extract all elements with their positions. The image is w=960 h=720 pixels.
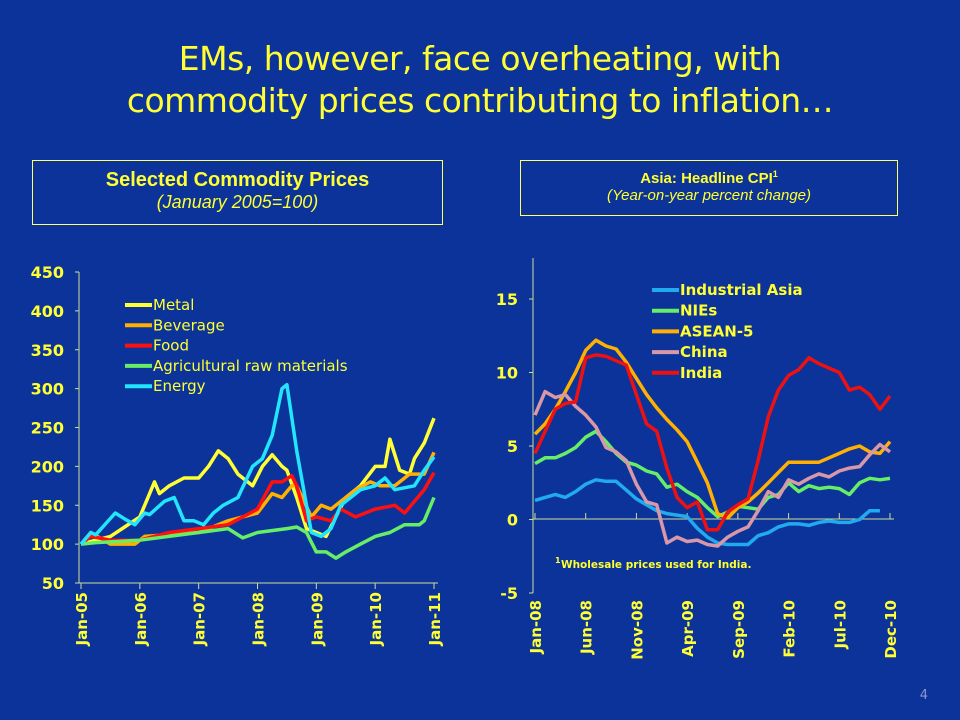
- series-line-agricultural-raw-materials: [80, 496, 436, 560]
- y-tick-label: -5: [500, 584, 518, 603]
- x-tick-label: Nov-08: [628, 600, 646, 660]
- x-tick-label: Jun-08: [578, 600, 596, 655]
- cpi-chart-title-footnote-mark: 1: [772, 169, 778, 179]
- series-line-food: [79, 471, 436, 546]
- y-tick-label: 350: [31, 341, 64, 360]
- y-tick-label: 300: [31, 380, 64, 399]
- chart-0: 450 400 350 300 250 200 150 100 50 Jan-05 Jan-06 Ja…: [31, 263, 444, 646]
- legend-label: NIEs: [680, 302, 717, 320]
- footnote: Wholesale prices used for India.: [561, 559, 751, 571]
- y-tick-label: 150: [31, 496, 64, 515]
- legend-item: Energy: [125, 377, 206, 395]
- cpi-chart-subtitle: (Year-on-year percent change): [606, 187, 811, 204]
- y-tick-label: 0: [507, 511, 518, 530]
- x-tick-label: Jan-11: [426, 592, 444, 646]
- x-tick-label: Jan-07: [191, 592, 209, 646]
- x-tick-label: Jan-08: [250, 592, 268, 646]
- x-tick-label: Sep-09: [730, 600, 748, 659]
- slide-title-line2: commodity prices contributing to inflati…: [126, 81, 834, 120]
- series-line-china: [533, 389, 892, 548]
- legend-item: Industrial Asia: [652, 281, 803, 299]
- x-tick-label: Jan-08: [527, 600, 545, 654]
- legend-item: China: [652, 343, 728, 361]
- legend-item: ASEAN-5: [652, 322, 753, 340]
- legend-label: China: [680, 343, 728, 361]
- x-tick-label: Jan-05: [73, 592, 91, 646]
- x-tick-label: Feb-10: [781, 600, 799, 658]
- x-tick-label: Jan-09: [308, 592, 326, 646]
- y-tick-label: 450: [31, 263, 64, 282]
- commodity-chart-title: Selected Commodity Prices: [105, 169, 370, 191]
- commodity-chart-title-box: Selected Commodity Prices (January 2005=…: [32, 160, 443, 225]
- x-tick-label: Jan-06: [132, 592, 150, 646]
- series-line-india: [533, 353, 892, 532]
- legend-item: India: [652, 364, 722, 382]
- x-tick-label: Dec-10: [882, 600, 900, 659]
- y-tick-label: 400: [31, 302, 64, 321]
- y-tick-label: 10: [496, 364, 518, 383]
- x-tick-label: Jul-10: [831, 600, 849, 650]
- page-number: 4: [919, 688, 928, 703]
- commodity-chart-subtitle: (January 2005=100): [156, 192, 319, 212]
- legend-item: Beverage: [125, 316, 225, 334]
- legend-item: Metal: [125, 296, 194, 314]
- legend-label: ASEAN-5: [680, 322, 753, 340]
- series-line-industrial-asia: [534, 478, 880, 547]
- legend-item: NIEs: [652, 302, 717, 320]
- legend-item: Agricultural raw materials: [125, 357, 348, 375]
- y-tick-label: 5: [507, 437, 518, 456]
- chart-1: 15 10 5 0 -5 Jan-08 Jun-08 Nov-08 Apr-09 Sep-09 Fe…: [496, 258, 900, 660]
- legend-label: Industrial Asia: [680, 281, 803, 299]
- cpi-chart-title-box: Asia: Headline CPI1 (Year-on-year percen…: [520, 160, 898, 216]
- y-tick-label: 100: [31, 535, 64, 554]
- slide-title: EMs, however, face overheating, with com…: [0, 38, 960, 122]
- series-line-nies: [534, 429, 891, 519]
- cpi-chart-title: Asia: Headline CPI: [640, 170, 773, 187]
- legend-label: Food: [153, 337, 189, 355]
- y-tick-label: 200: [31, 457, 64, 476]
- y-tick-label: 250: [31, 419, 64, 438]
- legend-item: Food: [125, 337, 189, 355]
- slide-title-line1: EMs, however, face overheating, with: [178, 39, 782, 78]
- y-tick-label: 15: [496, 290, 518, 309]
- series-line-metal: [80, 417, 436, 546]
- footnote-mark: 1: [555, 556, 561, 565]
- legend-label: Agricultural raw materials: [153, 357, 348, 375]
- y-tick-label: 50: [42, 574, 64, 593]
- series-line-energy: [79, 382, 436, 546]
- legend-label: Metal: [153, 296, 194, 314]
- cpi-chart-title-wrap: Asia: Headline CPI1: [521, 169, 897, 187]
- legend-label: India: [680, 364, 722, 382]
- x-tick-label: Jan-10: [367, 592, 385, 646]
- legend-label: Energy: [153, 377, 206, 395]
- series-line-asean-5: [533, 338, 892, 520]
- legend-label: Beverage: [153, 316, 225, 334]
- x-tick-label: Apr-09: [679, 600, 697, 657]
